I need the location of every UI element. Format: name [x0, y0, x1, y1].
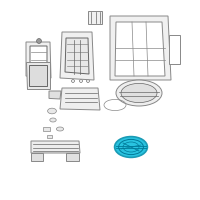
Ellipse shape [50, 118, 56, 122]
Circle shape [87, 80, 89, 82]
Polygon shape [66, 153, 79, 161]
Circle shape [117, 71, 121, 75]
Circle shape [157, 22, 161, 26]
Polygon shape [88, 11, 102, 24]
Circle shape [80, 80, 82, 82]
Polygon shape [110, 16, 171, 80]
Circle shape [117, 22, 121, 26]
Circle shape [72, 80, 74, 82]
Polygon shape [26, 42, 51, 78]
Ellipse shape [48, 108, 56, 114]
Bar [31, 72, 46, 80]
Polygon shape [60, 88, 100, 110]
Polygon shape [30, 46, 47, 74]
Polygon shape [49, 91, 61, 99]
Circle shape [37, 39, 41, 43]
Polygon shape [65, 38, 89, 74]
Polygon shape [26, 62, 50, 89]
Polygon shape [31, 153, 43, 161]
Polygon shape [115, 22, 165, 76]
Bar [169, 35, 180, 64]
Ellipse shape [56, 127, 64, 131]
Polygon shape [60, 32, 94, 80]
Polygon shape [29, 65, 47, 86]
Ellipse shape [121, 83, 157, 103]
Ellipse shape [116, 80, 162, 106]
Bar [43, 127, 50, 131]
Polygon shape [31, 141, 80, 153]
Circle shape [157, 71, 161, 75]
Ellipse shape [115, 137, 147, 157]
Bar [47, 135, 52, 138]
